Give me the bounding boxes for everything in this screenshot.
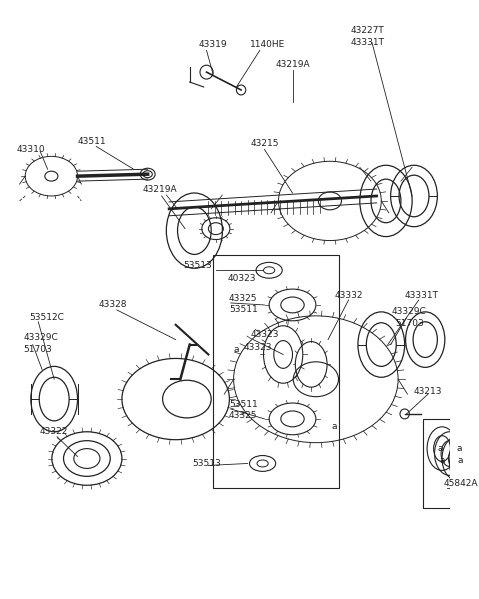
Text: 43331T: 43331T — [350, 38, 384, 47]
Text: 43511: 43511 — [77, 137, 106, 146]
Text: 43215: 43215 — [250, 139, 279, 148]
Text: 43329C: 43329C — [392, 307, 427, 316]
Text: 53511: 53511 — [229, 400, 258, 409]
Text: 53513: 53513 — [192, 459, 221, 468]
Text: 43322: 43322 — [40, 427, 68, 436]
Text: 43328: 43328 — [99, 301, 127, 310]
Text: 51703: 51703 — [395, 319, 424, 328]
Text: 1140HE: 1140HE — [251, 40, 285, 49]
Text: 43219A: 43219A — [275, 60, 310, 69]
Text: a: a — [234, 345, 239, 354]
Text: 43213: 43213 — [414, 386, 442, 396]
Text: 43219A: 43219A — [142, 184, 177, 193]
Text: 53513: 53513 — [183, 261, 212, 270]
Text: 43325: 43325 — [229, 412, 257, 420]
Text: a: a — [437, 444, 443, 453]
Text: a: a — [332, 422, 337, 431]
Text: 43323: 43323 — [251, 330, 279, 339]
Text: 43332: 43332 — [334, 291, 363, 300]
Text: 40323: 40323 — [227, 274, 256, 283]
Text: 43310: 43310 — [16, 145, 45, 154]
Text: 45842A: 45842A — [444, 479, 478, 488]
Text: 43325: 43325 — [229, 294, 257, 302]
Text: a: a — [458, 456, 464, 465]
Text: 43323: 43323 — [244, 343, 273, 352]
Text: a: a — [439, 456, 445, 465]
Text: 53512C: 53512C — [29, 313, 64, 322]
Text: 43319: 43319 — [199, 40, 228, 49]
Text: 51703: 51703 — [23, 345, 52, 354]
Bar — [213, 255, 339, 488]
Text: 43331T: 43331T — [404, 291, 438, 300]
Text: a: a — [456, 444, 462, 453]
Text: 43329C: 43329C — [23, 333, 58, 342]
Text: 43227T: 43227T — [351, 26, 384, 35]
Bar — [423, 419, 479, 508]
Text: 53511: 53511 — [229, 305, 258, 314]
